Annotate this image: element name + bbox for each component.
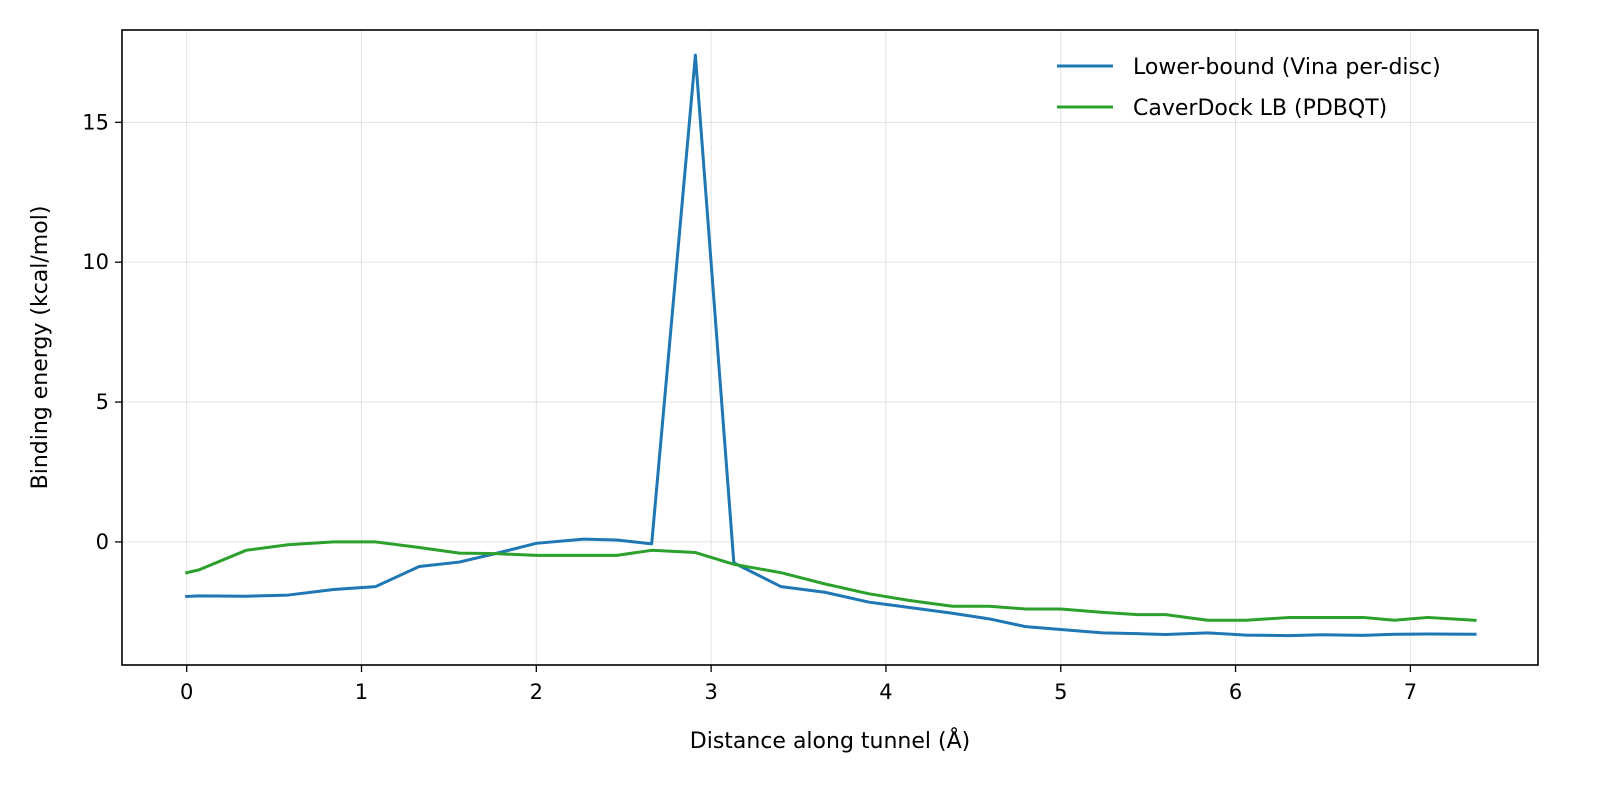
y-tick-label: 15 (82, 110, 109, 134)
series-line-1 (184, 540, 1477, 622)
x-axis-label: Distance along tunnel (Å) (690, 727, 970, 754)
x-tick-label: 7 (1404, 680, 1417, 704)
legend-entry-lower-bound: Lower-bound (Vina per-disc) (1133, 55, 1441, 80)
x-tick-label: 0 (180, 680, 193, 704)
legend-entry-caverdock: CaverDock LB (PDBQT) (1133, 96, 1387, 121)
series-layer (184, 53, 1477, 638)
series-line-0 (185, 53, 1477, 638)
y-axis-label: Binding energy (kcal/mol) (28, 206, 53, 490)
y-tick-label: 10 (82, 250, 109, 274)
x-tick-label: 1 (355, 680, 368, 704)
y-tick-label: 0 (96, 530, 109, 554)
x-tick-label: 4 (879, 680, 892, 704)
x-tick-label: 2 (530, 680, 543, 704)
plot-frame (121, 29, 1539, 666)
x-tick-label: 6 (1229, 680, 1242, 704)
legend: Lower-bound (Vina per-disc) CaverDock LB… (1057, 55, 1441, 121)
y-tick-label: 5 (96, 390, 109, 414)
y-axis-ticks: 0 5 10 15 (82, 110, 122, 554)
x-tick-label: 5 (1054, 680, 1067, 704)
x-tick-label: 3 (704, 680, 717, 704)
x-axis-ticks: 0 1 2 3 4 5 6 7 (180, 665, 1417, 704)
